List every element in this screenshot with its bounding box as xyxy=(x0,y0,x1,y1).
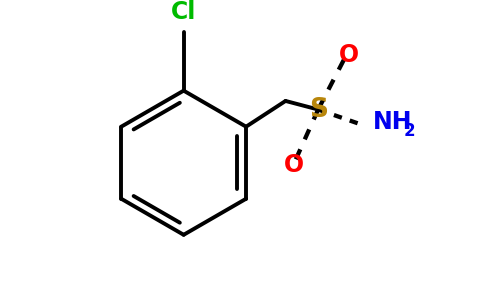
Text: Cl: Cl xyxy=(171,0,197,24)
Text: NH: NH xyxy=(373,110,412,134)
Text: O: O xyxy=(339,43,359,67)
Text: 2: 2 xyxy=(404,122,416,140)
Text: O: O xyxy=(284,154,304,178)
Text: S: S xyxy=(309,97,328,122)
